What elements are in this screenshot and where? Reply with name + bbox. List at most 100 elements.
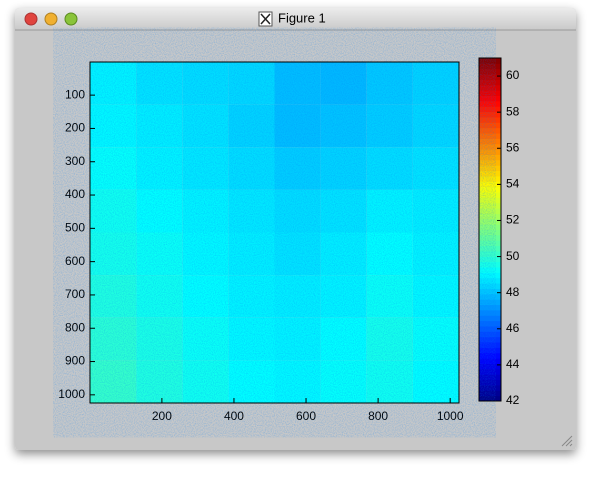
colorbar-swatch [479,100,501,107]
heatmap-cell [182,360,229,403]
heatmap-cell [412,147,459,190]
heatmap-cell [90,147,137,190]
heatmap-cell [366,360,413,403]
colorbar-swatch [479,170,501,177]
colorbar-tick-label: 48 [506,285,520,299]
minimize-button[interactable] [44,12,58,26]
colorbar-frame [478,57,502,402]
heatmap-cell [274,62,321,105]
heatmap-cell [274,360,321,403]
colorbar-swatch [479,347,501,354]
colorbar-swatch [479,116,501,123]
y-tick-label: 700 [65,287,85,301]
heatmap-cell [228,360,275,403]
colorbar-swatch [479,138,501,145]
colorbar-swatch [479,149,501,155]
heatmap-cell [274,232,321,276]
colorbar-swatch [479,127,501,134]
colorbar-tick-label: 50 [506,249,520,263]
heatmap-cell [366,62,413,105]
colorbar-swatch [479,336,501,343]
heatmap-cell [366,189,413,233]
colorbar-swatch [479,186,501,193]
y-tick-label: 800 [65,320,85,334]
y-tick-label: 100 [65,87,85,101]
x-tick-label: 400 [224,409,244,423]
heatmap-cell [320,62,367,105]
y-tick-label: 500 [65,221,85,235]
heatmap-cell [228,189,275,233]
colorbar-swatch [479,390,501,397]
heatmap-cell [366,317,413,361]
heatmap-cell [136,62,183,105]
heatmap-cell [182,317,229,361]
colorbar-swatch [479,133,501,139]
colorbar-swatch [479,175,501,182]
colorbar-swatch [479,358,501,364]
x-tick-label: 800 [368,409,388,423]
colorbar-swatch [479,218,501,225]
heatmap-cell [320,360,367,403]
colorbar-swatch [479,293,501,300]
x-tick-label: 600 [296,409,316,423]
plot [90,62,459,403]
heatmap-cell [366,275,413,318]
y-tick-label: 200 [65,121,85,135]
y-tick-label: 1000 [58,387,85,401]
colorbar-swatch [479,208,501,214]
heatmap-cell [274,317,321,361]
heatmap-cell [274,275,321,318]
colorbar-swatch [479,159,501,166]
close-button[interactable] [24,12,38,26]
heatmap-cell [90,360,137,403]
y-tick-label: 400 [65,187,85,201]
colorbar-swatch [479,352,501,359]
colorbar-tick-label: 44 [506,357,520,371]
colorbar-swatch [479,197,501,204]
colorbar-swatch [479,106,501,113]
colorbar-swatch [479,331,501,338]
y-tick-label: 900 [65,354,85,368]
colorbar-swatch [479,245,501,252]
heatmap-cell [90,104,137,148]
heatmap-cell [90,275,137,318]
zoom-button[interactable] [64,12,78,26]
colorbar-swatch [479,368,501,375]
x11-icon [258,11,273,27]
heatmap-cell [320,104,367,148]
heatmap-cell [228,62,275,105]
colorbar-swatch [479,111,501,118]
colorbar-swatch [479,283,501,289]
heatmap-cell [182,189,229,233]
heatmap-cell [274,189,321,233]
colorbar-swatch [479,58,501,64]
colorbar-swatch [479,299,501,306]
colorbar-swatch [479,74,501,80]
heatmap-cell [136,360,183,403]
colorbar-swatch [479,234,501,241]
colorbar-tick-label: 60 [506,68,520,82]
colorbar-swatch [479,213,501,220]
heatmap-cell [320,317,367,361]
colorbar-swatch [479,395,501,402]
colorbar-swatch [479,320,501,327]
colorbar-swatch [479,63,501,70]
heatmap-cell [412,62,459,105]
heatmap-cell [320,275,367,318]
heatmap-cell [182,232,229,276]
colorbar-swatch [479,272,501,279]
colorbar-swatch [479,202,501,209]
colorbar-swatch [479,79,501,86]
colorbar-swatch [479,256,501,263]
colorbar-swatch [479,309,501,316]
heatmap-cell [136,232,183,276]
colorbar-swatch [479,384,501,391]
heatmap-cell [366,147,413,190]
heatmap-cell [412,317,459,361]
colorbar-swatch [479,288,501,295]
resize-grip[interactable] [561,435,573,447]
heatmap-cell [412,275,459,318]
colorbar-swatch [479,240,501,247]
colorbar-tick-label: 58 [506,104,520,118]
